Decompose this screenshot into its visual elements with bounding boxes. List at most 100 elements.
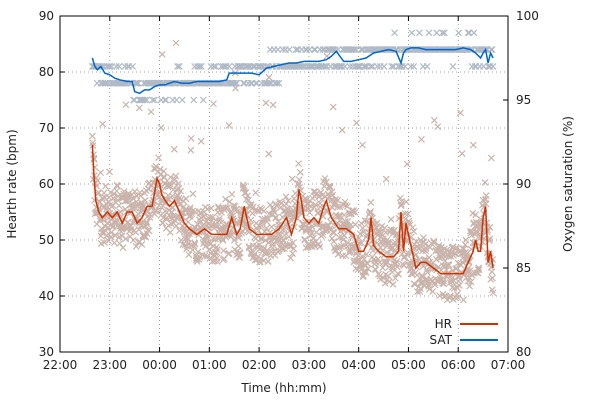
sat-raw-point [367,62,375,70]
hr-raw-point [122,235,130,243]
hr-raw-point [467,278,475,286]
hr-raw-point [302,219,309,226]
hr-raw-point [410,227,418,235]
y-left-tick-label: 60 [39,177,54,191]
hr-raw-point [429,288,437,295]
hr-raw-point [375,229,383,237]
sat-raw-point [408,29,416,37]
sat-raw-point [470,29,478,37]
sat-raw-point [252,79,260,87]
hr-raw-point [177,187,184,195]
sat-raw-point [361,62,369,70]
hr-raw-point [295,160,303,168]
hr-raw-point [411,280,419,288]
hr-raw-point [173,194,181,201]
y-right-tick-label: 85 [516,261,531,275]
hr-raw-point [172,39,180,47]
sat-raw-point [133,79,141,87]
hr-raw-point [236,249,244,257]
hr-raw-point [395,270,402,278]
sat-raw-point [320,62,328,70]
sat-raw-point [275,79,283,87]
hr-raw-point [389,280,397,288]
hr-raw-point [113,222,121,230]
hr-raw-point [147,108,155,116]
hr-raw-point [187,146,195,154]
hr-raw-point [385,278,393,285]
sat-raw-point [346,62,354,70]
hr-raw-point [384,238,392,246]
hr-raw-point [114,182,121,190]
hr-raw-point [292,189,299,197]
sat-raw-point [105,62,113,70]
hr-raw-point [152,162,160,170]
hr-raw-point [98,229,106,237]
hr-raw-point [287,254,294,262]
hr-raw-point [90,156,98,163]
hr-raw-point [472,211,480,219]
hr-raw-point [430,237,438,245]
y-left-tick-label: 70 [39,121,54,135]
sat-raw-point [225,62,233,70]
hr-raw-point [415,256,423,263]
sat-raw-point [197,62,205,70]
sat-raw-point [196,62,203,70]
hr-raw-point [382,175,390,183]
hr-raw-point [448,278,456,285]
hr-raw-point [312,228,320,236]
hr-raw-point [138,240,146,248]
hr-raw-point [245,242,253,250]
hr-raw-point [456,109,464,117]
hr-raw-point [97,169,105,177]
hr-raw-point [141,196,149,204]
sat-raw-point [130,96,137,104]
hr-raw-point [195,256,203,263]
hr-raw-point [191,240,199,248]
hr-raw-point [263,246,271,254]
x-tick-label: 02:00 [242,358,277,372]
hr-raw-point [259,216,267,224]
hr-raw-point [228,190,236,198]
hr-raw-point [326,184,334,192]
hr-raw-point [356,230,364,238]
hr-raw-point [282,193,290,201]
hr-raw-point [213,243,221,251]
hr-raw-point [418,273,426,281]
hr-raw-point [225,250,233,257]
hr-raw-point [409,224,417,232]
sat-raw-point [199,96,207,104]
hr-raw-point [169,212,177,220]
y-right-axis-label: Oxygen saturation (%) [561,116,575,252]
hr-raw-point [423,275,431,283]
sat-raw-point [328,46,336,54]
sat-raw-point [388,62,396,70]
x-tick-label: 03:00 [292,358,327,372]
sat-raw-point [455,29,463,37]
sat-raw-point [175,62,183,70]
hr-raw-point [418,136,425,143]
hr-raw-point [276,198,284,206]
hr-raw-point [460,296,467,304]
y-left-tick-label: 30 [39,345,54,359]
hr-raw-point [230,236,238,244]
y-right-tick-label: 80 [516,345,531,359]
hr-raw-point [360,255,368,263]
sat-raw-point [487,46,495,54]
hr-raw-point [325,193,333,201]
sat-raw-point [173,96,180,104]
legend-label-sat: SAT [430,333,453,347]
hr-raw-point [417,279,425,287]
hr-raw-point [456,275,464,283]
hr-raw-point [462,236,470,244]
y-left-tick-labels: 30 40 50 60 70 80 90 [39,9,54,359]
hr-raw-point [308,230,315,237]
hr-raw-point [454,294,462,301]
hr-raw-point [367,199,375,206]
y-left-axis-label: Hearth rate (bpm) [5,129,19,238]
x-tick-label: 01:00 [192,358,227,372]
x-tick-label: 22:00 [43,358,78,372]
series-line-hr [91,144,494,275]
hr-raw-point [210,100,217,108]
hr-raw-point [213,246,221,254]
sat-raw-point [257,62,265,70]
